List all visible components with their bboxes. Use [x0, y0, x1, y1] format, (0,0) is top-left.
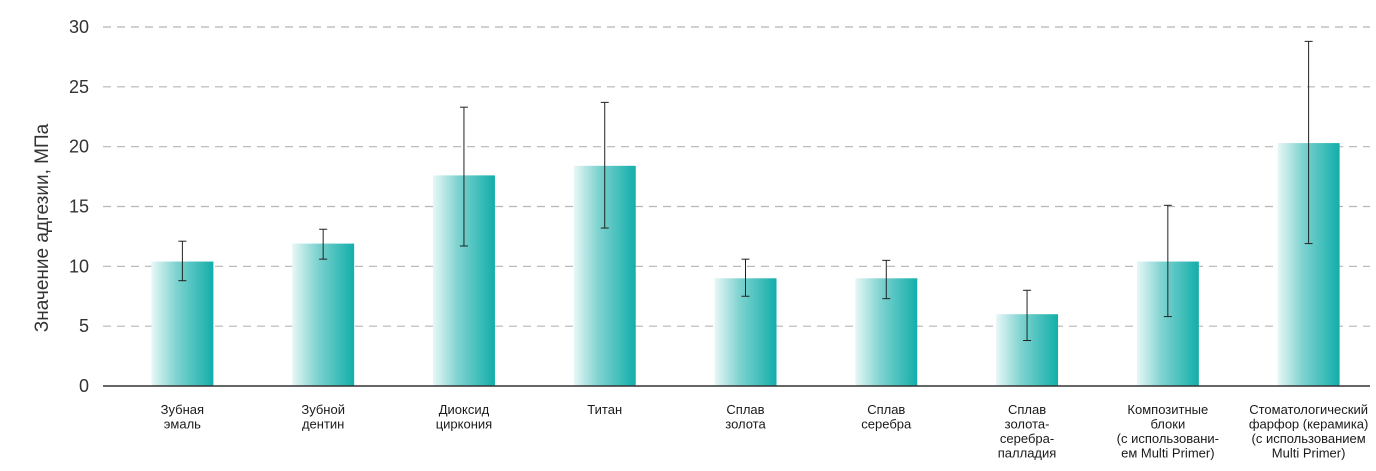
y-tick-label: 15	[69, 197, 89, 217]
y-tick-label: 20	[69, 137, 89, 157]
bar	[292, 243, 355, 386]
category-label: Титан	[587, 402, 622, 417]
error-bar	[178, 240, 187, 282]
category-label: Сплав золота	[725, 402, 766, 432]
error-bar	[319, 228, 328, 260]
y-axis-label: Значение адгезии, МПа	[32, 123, 53, 332]
error-bar	[882, 259, 891, 300]
bar	[151, 261, 214, 386]
error-bar	[1304, 40, 1313, 245]
bars	[151, 143, 1340, 386]
y-tick-label: 25	[69, 77, 89, 97]
category-label: Композитные блоки (с использовани-ем Multi…	[1117, 402, 1219, 461]
category-label: Стоматологический фарфор (керамика) (с исп…	[1249, 402, 1369, 461]
category-label: Зубной дентин	[301, 402, 345, 432]
error-bar	[1163, 204, 1172, 318]
error-bar	[459, 106, 468, 247]
category-label: Диоксид циркония	[436, 402, 492, 432]
error-bar	[1023, 289, 1032, 342]
error-bars	[178, 40, 1313, 342]
category-label: Сплав золота-серебра-палладия	[998, 402, 1057, 461]
y-tick-label: 10	[69, 256, 89, 276]
category-label: Сплав серебра	[861, 402, 912, 432]
category-labels: Зубная эмаль Зубной дентин Диоксид циркония Ти…	[161, 402, 1369, 461]
y-tick-label: 30	[69, 17, 89, 37]
y-axis-ticks: 0 5 10 15 20 25 30	[69, 17, 89, 396]
error-bar	[741, 258, 750, 297]
y-tick-label: 5	[79, 316, 89, 336]
y-tick-label: 0	[79, 376, 89, 396]
category-label: Зубная эмаль	[161, 402, 204, 432]
error-bar	[600, 101, 609, 229]
